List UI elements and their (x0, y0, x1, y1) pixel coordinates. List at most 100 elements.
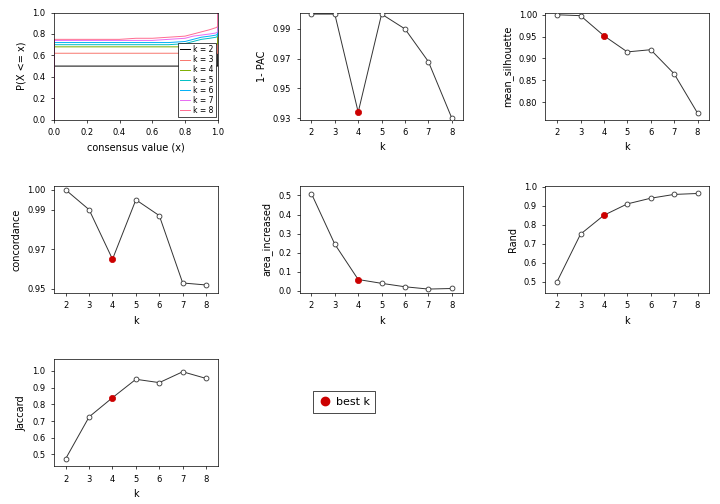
k = 2 (51, 63, 60, 69)
k = 5 (197, 36, 206, 42)
k = 3 (197, 50, 206, 56)
k = 3 (212, 50, 220, 56)
Line: k = 8: k = 8 (54, 13, 217, 119)
k = 7 (213, 29, 222, 35)
k = 4 (213, 41, 222, 47)
k = 8 (212, 25, 220, 31)
k = 3 (189, 50, 197, 56)
k = 2 (50, 116, 58, 122)
k = 6 (205, 33, 214, 39)
k = 8 (213, 10, 222, 16)
k = 4 (197, 44, 206, 50)
k = 8 (148, 35, 156, 41)
Y-axis label: concordance: concordance (12, 208, 22, 271)
k = 2 (82, 63, 91, 69)
k = 6 (50, 116, 58, 122)
X-axis label: k: k (133, 489, 139, 499)
k = 6 (189, 36, 197, 42)
X-axis label: k: k (379, 316, 384, 326)
k = 6 (213, 10, 222, 16)
k = 8 (181, 33, 189, 39)
k = 4 (164, 44, 173, 50)
Line: k = 5: k = 5 (54, 13, 217, 119)
k = 6 (51, 39, 60, 45)
Y-axis label: 1- PAC: 1- PAC (257, 50, 267, 82)
k = 8 (205, 27, 214, 33)
k = 3 (213, 10, 222, 16)
k = 4 (148, 44, 156, 50)
k = 7 (181, 35, 189, 41)
k = 2 (213, 63, 222, 69)
Y-axis label: area_increased: area_increased (261, 203, 273, 276)
k = 6 (164, 39, 173, 45)
Line: k = 7: k = 7 (54, 13, 217, 119)
k = 7 (66, 37, 75, 43)
k = 6 (181, 38, 189, 44)
k = 7 (132, 37, 140, 43)
k = 2 (132, 63, 140, 69)
k = 6 (50, 39, 58, 45)
Y-axis label: mean_silhouette: mean_silhouette (502, 25, 513, 107)
k = 3 (115, 50, 124, 56)
k = 5 (189, 38, 197, 44)
Legend: k = 2, k = 3, k = 4, k = 5, k = 6, k = 7, k = 8: k = 2, k = 3, k = 4, k = 5, k = 6, k = 7… (179, 43, 215, 117)
k = 5 (164, 42, 173, 48)
k = 3 (99, 50, 107, 56)
k = 7 (50, 37, 58, 43)
k = 5 (115, 42, 124, 48)
k = 5 (50, 42, 58, 48)
X-axis label: k: k (624, 143, 630, 153)
k = 5 (82, 42, 91, 48)
Line: k = 4: k = 4 (54, 13, 217, 119)
Legend: best k: best k (313, 392, 375, 413)
k = 2 (213, 10, 222, 16)
k = 8 (50, 36, 58, 42)
k = 7 (189, 33, 197, 39)
k = 3 (50, 116, 58, 122)
k = 4 (213, 10, 222, 16)
k = 8 (51, 36, 60, 42)
Line: k = 2: k = 2 (54, 13, 217, 119)
k = 2 (66, 63, 75, 69)
k = 8 (164, 34, 173, 40)
k = 5 (50, 116, 58, 122)
k = 4 (181, 44, 189, 50)
k = 5 (148, 42, 156, 48)
k = 7 (213, 10, 222, 16)
k = 2 (50, 63, 58, 69)
k = 5 (212, 34, 220, 40)
X-axis label: k: k (624, 316, 630, 326)
k = 7 (99, 37, 107, 43)
k = 8 (213, 24, 222, 30)
k = 2 (205, 63, 214, 69)
k = 7 (212, 30, 220, 36)
k = 4 (115, 44, 124, 50)
k = 7 (50, 116, 58, 122)
k = 5 (66, 42, 75, 48)
k = 8 (50, 116, 58, 122)
X-axis label: k: k (133, 316, 139, 326)
k = 6 (132, 39, 140, 45)
k = 5 (51, 42, 60, 48)
k = 2 (99, 63, 107, 69)
k = 2 (115, 63, 124, 69)
k = 7 (82, 37, 91, 43)
k = 8 (189, 31, 197, 37)
k = 7 (51, 37, 60, 43)
k = 5 (181, 41, 189, 47)
k = 4 (132, 44, 140, 50)
k = 6 (148, 39, 156, 45)
k = 3 (132, 50, 140, 56)
k = 3 (50, 50, 58, 56)
Y-axis label: P(X <= x): P(X <= x) (17, 42, 27, 90)
k = 4 (189, 44, 197, 50)
k = 2 (148, 63, 156, 69)
k = 4 (205, 43, 214, 49)
k = 2 (189, 63, 197, 69)
k = 5 (132, 42, 140, 48)
k = 8 (82, 36, 91, 42)
Line: k = 3: k = 3 (54, 13, 217, 119)
k = 8 (132, 35, 140, 41)
k = 4 (99, 44, 107, 50)
k = 4 (50, 44, 58, 50)
